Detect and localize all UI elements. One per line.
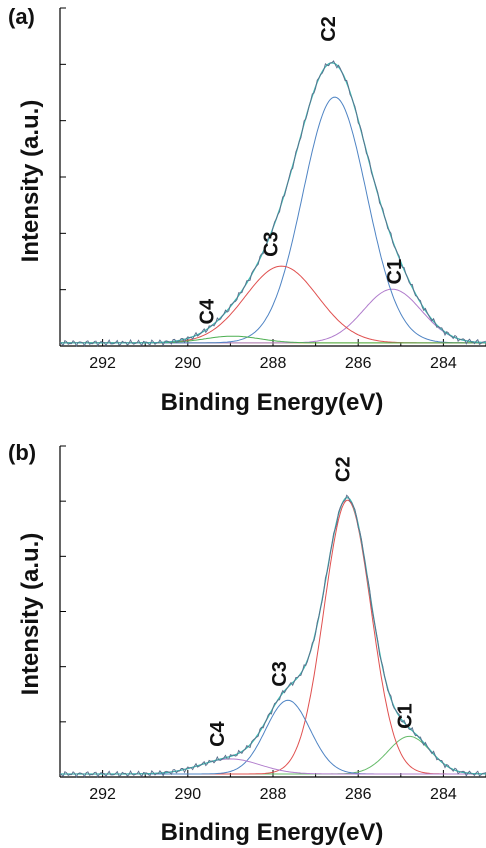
x-tick-label: 284 [430, 355, 457, 372]
peak-label-c2: C2 [333, 457, 355, 483]
x-tick-label: 286 [345, 786, 372, 803]
x-tick-label: 292 [89, 786, 116, 803]
peak-label-c4: C4 [207, 720, 229, 746]
x-tick-label: 284 [430, 786, 457, 803]
plot-area-a: 292 290 288 286 284 C1 C2 C3 C4 [59, 7, 486, 372]
panel-label-a: (a) [8, 4, 35, 29]
raw-data-curve [59, 60, 486, 347]
component-c1-curve [60, 288, 486, 344]
y-axis-title-a: Intensity (a.u.) [17, 100, 44, 263]
x-axis-title-b: Binding Energy(eV) [161, 819, 384, 846]
peak-label-c1: C1 [384, 259, 406, 285]
x-tick-label: 292 [89, 355, 116, 372]
x-tick-label: 288 [260, 786, 287, 803]
panel-b: (b) Intensity (a.u.) Binding Energy(eV) … [8, 440, 486, 846]
plot-area-b: 292 290 288 286 284 C1 C2 C3 C4 [59, 445, 486, 803]
component-c3-curve [60, 699, 486, 775]
x-axis-title-a: Binding Energy(eV) [161, 389, 384, 416]
peak-label-c3: C3 [269, 661, 291, 687]
peak-label-c4: C4 [196, 298, 218, 324]
fit-envelope-curve [60, 62, 486, 344]
x-tick-label: 290 [174, 355, 201, 372]
raw-data-curve [59, 494, 486, 778]
panel-label-b: (b) [8, 440, 36, 465]
y-axis-title-b: Intensity (a.u.) [17, 533, 44, 696]
component-c2-curve [60, 499, 486, 775]
peak-label-c2: C2 [318, 16, 340, 42]
x-tick-label: 290 [174, 786, 201, 803]
peak-label-c3: C3 [260, 231, 282, 257]
x-tick-label: 286 [345, 355, 372, 372]
x-tick-label: 288 [260, 355, 287, 372]
peak-label-c1: C1 [394, 703, 416, 729]
fit-envelope-curve [60, 497, 486, 775]
panel-a: (a) Intensity (a.u.) Binding Energy(eV) … [8, 4, 486, 416]
